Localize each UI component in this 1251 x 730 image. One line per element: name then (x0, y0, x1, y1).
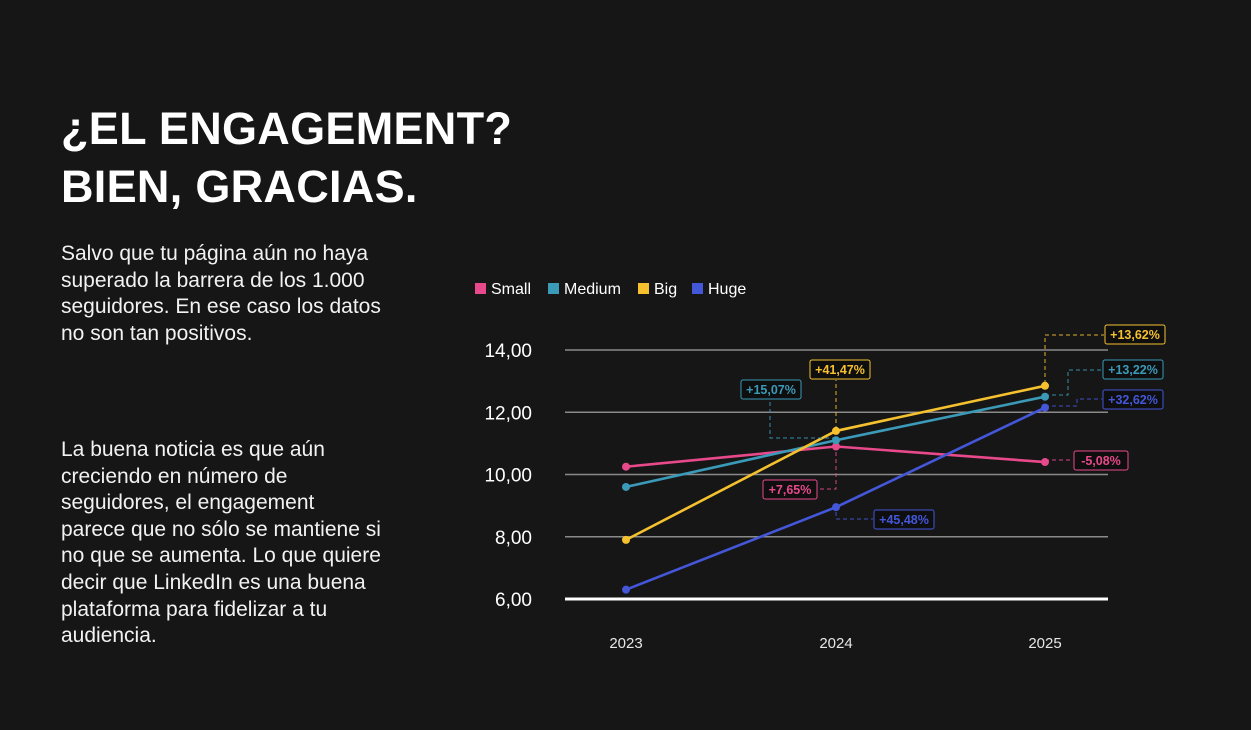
annotation-leader (1045, 369, 1102, 396)
legend-swatch (692, 283, 703, 294)
annotation-leader (769, 401, 836, 439)
data-point-huge (622, 585, 630, 594)
annotation-label: +13,62% (1110, 328, 1160, 342)
data-point-big (832, 426, 840, 435)
annotation-label: +7,65% (769, 483, 812, 497)
annotation-label: +13,22% (1108, 363, 1158, 377)
annotation-box (740, 379, 802, 400)
data-point-big (1041, 381, 1049, 390)
title-line-2: BIEN, GRACIAS. (61, 161, 418, 212)
annotation-leader (818, 445, 837, 490)
data-point-small (1041, 458, 1049, 467)
legend-swatch (475, 283, 486, 294)
intro-paragraph: Salvo que tu página aún no haya superado… (61, 242, 381, 345)
annotation-box (1073, 450, 1129, 471)
annotation-label: -5,08% (1081, 454, 1121, 468)
data-point-medium (622, 482, 630, 491)
legend-label: Small (491, 281, 531, 298)
x-tick-label: 2023 (609, 635, 642, 652)
x-tick-label: 2025 (1028, 635, 1061, 652)
title-line-1: ¿EL ENGAGEMENT? (61, 103, 513, 154)
good-news-paragraph: La buena noticia es que aún creciendo en… (61, 438, 381, 648)
legend-label: Medium (564, 281, 621, 298)
annotation-label: +15,07% (746, 383, 796, 397)
y-tick-label: 10,00 (484, 466, 532, 487)
annotation-label: +41,47% (815, 363, 865, 377)
legend-swatch (548, 283, 559, 294)
annotation-box (873, 509, 935, 530)
y-tick-label: 12,00 (484, 403, 532, 424)
annotation-label: +32,62% (1108, 393, 1158, 407)
data-point-small (832, 442, 840, 451)
data-point-medium (832, 436, 840, 445)
annotation-box (1102, 359, 1164, 380)
data-point-big (622, 535, 630, 544)
annotation-leader (835, 505, 873, 520)
annotation-label: +45,48% (879, 513, 929, 527)
annotation-box (1104, 324, 1166, 345)
legend-label: Big (654, 281, 677, 298)
annotation-box (1102, 389, 1164, 410)
annotation-box (809, 359, 871, 380)
x-tick-label: 2024 (819, 635, 852, 652)
annotation-leader (1045, 398, 1102, 407)
legend-label: Huge (708, 281, 746, 298)
page-title: ¿EL ENGAGEMENT? BIEN, GRACIAS. (61, 100, 512, 216)
data-point-medium (1041, 392, 1049, 401)
annotation-leader (1044, 334, 1104, 384)
data-point-huge (1041, 403, 1049, 412)
legend-swatch (638, 283, 649, 294)
y-tick-label: 14,00 (484, 341, 532, 362)
data-point-huge (832, 503, 840, 512)
data-point-small (622, 462, 630, 471)
y-tick-label: 6,00 (495, 590, 532, 611)
y-tick-label: 8,00 (495, 528, 532, 549)
annotation-box (762, 479, 818, 500)
